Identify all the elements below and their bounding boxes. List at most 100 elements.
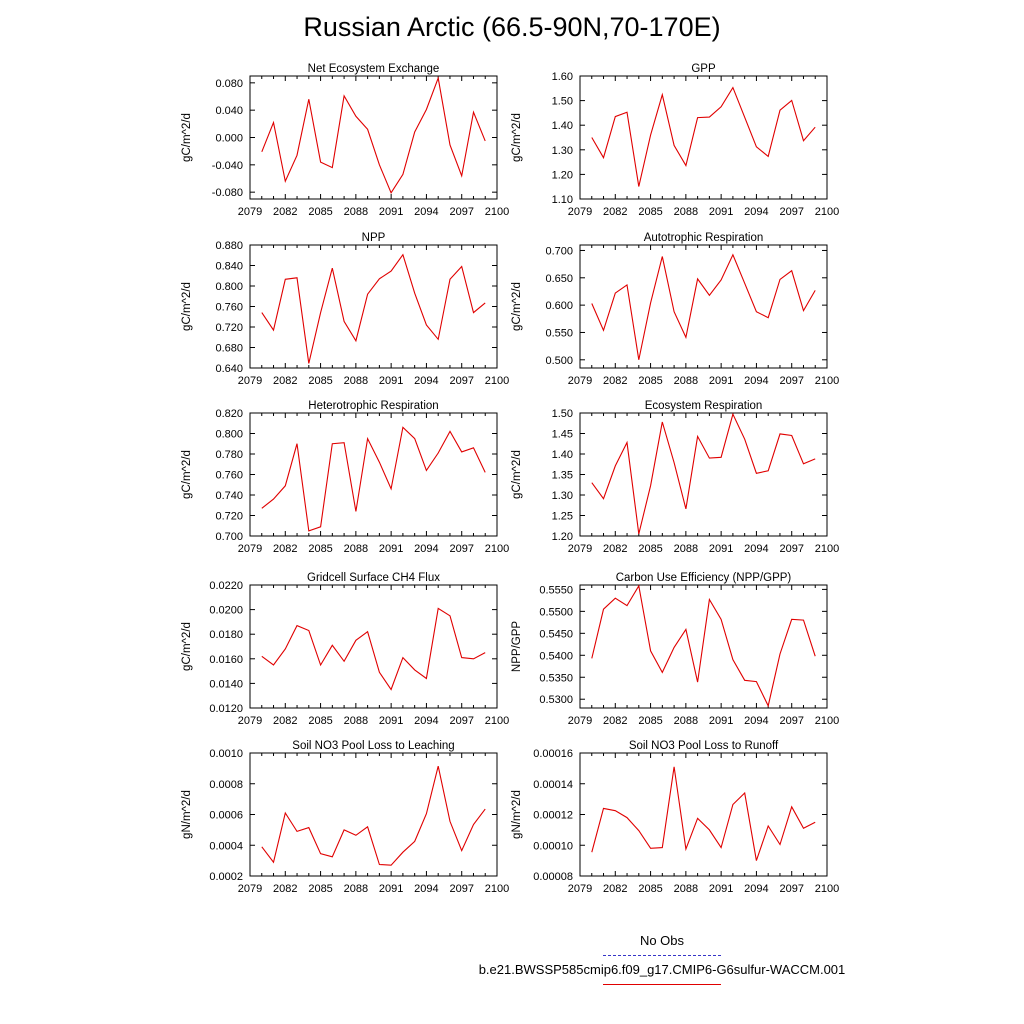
y-tick-label: 0.0160 bbox=[209, 654, 243, 666]
y-tick-label: 0.5350 bbox=[539, 672, 573, 684]
x-tick-label: 2085 bbox=[308, 375, 332, 387]
x-tick-label: 2100 bbox=[815, 375, 839, 387]
y-tick-label: -0.080 bbox=[212, 187, 243, 199]
y-tick-label: 1.40 bbox=[552, 120, 573, 132]
x-tick-label: 2094 bbox=[414, 883, 438, 895]
x-tick-label: 2097 bbox=[779, 883, 803, 895]
x-tick-label: 2100 bbox=[815, 206, 839, 218]
y-tick-label: 0.650 bbox=[545, 273, 573, 285]
plot-title: Autotrophic Respiration bbox=[644, 232, 764, 244]
x-tick-label: 2082 bbox=[603, 375, 627, 387]
x-tick-label: 2088 bbox=[674, 543, 698, 555]
x-tick-label: 2079 bbox=[568, 206, 592, 218]
y-tick-label: 1.20 bbox=[552, 531, 573, 543]
y-axis-label: NPP/GPP bbox=[511, 621, 523, 672]
plot-frame bbox=[249, 75, 498, 200]
x-tick-label: 2079 bbox=[568, 375, 592, 387]
series-line-1 bbox=[591, 584, 816, 708]
plot-title: NPP bbox=[362, 232, 386, 244]
y-tick-label: 1.30 bbox=[552, 145, 573, 157]
y-tick-label: 0.760 bbox=[215, 302, 243, 314]
y-tick-label: 0.0180 bbox=[209, 629, 243, 641]
x-tick-label: 2088 bbox=[674, 883, 698, 895]
chart-panel-3: 2079 2082 2085 2088 2091 2094 2097 2100 0.640 0.6… bbox=[181, 232, 509, 387]
x-tick-label: 2079 bbox=[568, 715, 592, 727]
plot-frame bbox=[249, 752, 498, 877]
y-tick-label: 1.50 bbox=[552, 408, 573, 420]
chart-panel-6: 2079 2082 2085 2088 2091 2094 2097 2100 1.20 1.25… bbox=[511, 400, 839, 555]
y-axis-label: gC/m^2/d bbox=[181, 282, 193, 331]
x-tick-label: 2091 bbox=[379, 543, 403, 555]
y-tick-label: 0.720 bbox=[215, 322, 243, 334]
y-tick-label: 0.00014 bbox=[533, 779, 573, 791]
x-tick-label: 2085 bbox=[308, 206, 332, 218]
y-tick-label: 0.080 bbox=[215, 78, 243, 90]
x-tick-label: 2079 bbox=[238, 715, 262, 727]
x-tick-label: 2100 bbox=[815, 883, 839, 895]
y-tick-label: 0.5450 bbox=[539, 628, 573, 640]
y-tick-label: 0.700 bbox=[545, 245, 573, 257]
x-tick-label: 2085 bbox=[638, 375, 662, 387]
y-tick-label: 1.60 bbox=[552, 71, 573, 83]
plot-title: Heterotrophic Respiration bbox=[308, 400, 438, 412]
y-tick-label: 0.0140 bbox=[209, 678, 243, 690]
x-tick-label: 2097 bbox=[449, 715, 473, 727]
x-tick-label: 2091 bbox=[709, 715, 733, 727]
x-tick-label: 2094 bbox=[414, 375, 438, 387]
x-tick-label: 2085 bbox=[638, 543, 662, 555]
y-tick-label: -0.040 bbox=[212, 160, 243, 172]
y-tick-label: 1.40 bbox=[552, 449, 573, 461]
series-line-1 bbox=[261, 426, 486, 532]
x-tick-label: 2097 bbox=[449, 206, 473, 218]
x-tick-label: 2085 bbox=[308, 543, 332, 555]
x-tick-label: 2088 bbox=[674, 375, 698, 387]
plot-frame bbox=[249, 412, 498, 537]
x-tick-label: 2085 bbox=[308, 715, 332, 727]
plot-title: Soil NO3 Pool Loss to Leaching bbox=[292, 740, 454, 752]
y-tick-label: 0.000 bbox=[215, 133, 243, 145]
x-tick-label: 2082 bbox=[603, 543, 627, 555]
x-tick-label: 2091 bbox=[709, 883, 733, 895]
series-line-1 bbox=[261, 76, 486, 194]
plot-title: Gridcell Surface CH4 Flux bbox=[307, 572, 440, 584]
y-tick-label: 0.780 bbox=[215, 449, 243, 461]
y-tick-label: 0.0002 bbox=[209, 871, 243, 883]
x-tick-label: 2091 bbox=[709, 543, 733, 555]
plot-title: Net Ecosystem Exchange bbox=[308, 63, 440, 75]
y-tick-label: 0.00012 bbox=[533, 810, 573, 822]
x-tick-label: 2088 bbox=[344, 206, 368, 218]
plot-title: Carbon Use Efficiency (NPP/GPP) bbox=[616, 572, 792, 584]
y-tick-label: 0.040 bbox=[215, 105, 243, 117]
y-tick-label: 0.0006 bbox=[209, 810, 243, 822]
plot-frame bbox=[249, 244, 498, 369]
y-tick-label: 0.720 bbox=[215, 511, 243, 523]
x-tick-label: 2079 bbox=[238, 375, 262, 387]
x-tick-label: 2088 bbox=[344, 715, 368, 727]
x-tick-label: 2100 bbox=[815, 543, 839, 555]
chart-panel-8: 2079 2082 2085 2088 2091 2094 2097 2100 0.5300 0.… bbox=[511, 572, 839, 727]
x-tick-label: 2097 bbox=[449, 375, 473, 387]
x-tick-label: 2097 bbox=[449, 883, 473, 895]
x-tick-label: 2097 bbox=[779, 206, 803, 218]
x-tick-label: 2079 bbox=[238, 206, 262, 218]
x-tick-label: 2079 bbox=[238, 543, 262, 555]
page-title: Russian Arctic (66.5-90N,70-170E) bbox=[303, 12, 721, 42]
y-tick-label: 0.0200 bbox=[209, 605, 243, 617]
x-tick-label: 2088 bbox=[674, 206, 698, 218]
plot-frame bbox=[249, 584, 498, 709]
x-tick-label: 2085 bbox=[638, 206, 662, 218]
plot-title: Ecosystem Respiration bbox=[645, 400, 763, 412]
y-axis-label: gC/m^2/d bbox=[181, 113, 193, 162]
y-axis-label: gC/m^2/d bbox=[511, 282, 523, 331]
x-tick-label: 2100 bbox=[485, 883, 509, 895]
plot-frame bbox=[579, 244, 828, 369]
y-tick-label: 0.5500 bbox=[539, 606, 573, 618]
y-tick-label: 0.0004 bbox=[209, 840, 243, 852]
x-tick-label: 2094 bbox=[744, 206, 768, 218]
x-tick-label: 2088 bbox=[344, 543, 368, 555]
y-tick-label: 0.800 bbox=[215, 429, 243, 441]
legend-case-label: b.e21.BWSSP585cmip6.f09_g17.CMIP6-G6sulf… bbox=[478, 962, 846, 977]
x-tick-label: 2091 bbox=[709, 206, 733, 218]
x-tick-label: 2082 bbox=[273, 715, 297, 727]
chart-panel-4: 2079 2082 2085 2088 2091 2094 2097 2100 0.500 0.5… bbox=[511, 232, 839, 387]
